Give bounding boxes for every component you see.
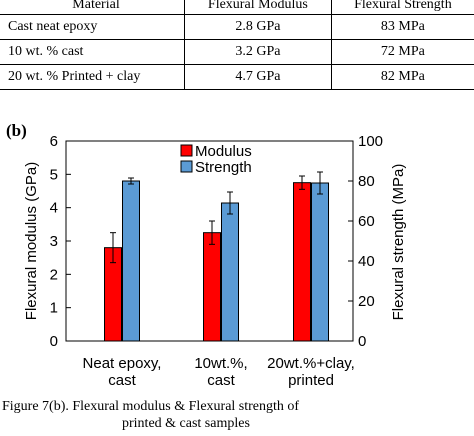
error-bar-modulus <box>299 175 305 190</box>
legend-swatch-modulus <box>180 144 193 157</box>
cell-strength: 82 MPa <box>330 64 474 90</box>
y-tick-label-left: 5 <box>50 166 58 183</box>
properties-table: Material Flexural Modulus Flexural Stren… <box>0 0 474 90</box>
cell-material: 10 wt. % cast <box>0 39 185 65</box>
table-row: 10 wt. % cast 3.2 GPa 72 MPa <box>0 39 474 65</box>
panel-label: (b) <box>6 121 27 140</box>
cell-modulus: 3.2 GPa <box>184 39 332 65</box>
header-material: Material <box>0 0 185 15</box>
bar-strength <box>122 180 140 342</box>
y-tick-label-left: 6 <box>50 133 58 150</box>
table-row: 20 wt. % Printed + clay 4.7 GPa 82 MPa <box>0 64 474 90</box>
legend-label-modulus: Modulus <box>195 143 252 160</box>
y-tick-label-right: 60 <box>358 213 375 230</box>
x-tick-label: 20wt.%+clay, <box>267 355 355 372</box>
bar-modulus <box>203 232 221 342</box>
legend-label-strength: Strength <box>195 159 252 176</box>
error-bar-modulus <box>209 220 215 245</box>
table-row: Cast neat epoxy 2.8 GPa 83 MPa <box>0 14 474 40</box>
cell-modulus: 4.7 GPa <box>184 64 332 90</box>
y-axis-label-right: Flexural strength (MPa) <box>390 164 407 321</box>
error-bar-strength <box>128 177 134 185</box>
y-tick-label-right: 20 <box>358 293 375 310</box>
x-tick-label: Neat epoxy, <box>83 355 162 372</box>
y-tick-label-left: 2 <box>50 266 58 283</box>
y-tick-label-right: 40 <box>358 253 375 270</box>
y-axis-label-left: Flexural modulus (GPa) <box>23 162 40 320</box>
bar-strength <box>311 182 329 342</box>
x-tick-label: printed <box>288 372 334 389</box>
cell-strength: 72 MPa <box>330 39 474 65</box>
cell-modulus: 2.8 GPa <box>184 14 332 40</box>
header-flexural-modulus: Flexural Modulus <box>184 0 332 15</box>
caption-line-2: printed & cast samples <box>122 416 250 431</box>
x-tick-label: cast <box>207 372 235 389</box>
cell-material: 20 wt. % Printed + clay <box>0 64 185 90</box>
x-tick-label: cast <box>108 372 136 389</box>
error-bar-modulus <box>110 232 116 264</box>
error-bar-strength <box>227 191 233 215</box>
bar-modulus <box>293 182 311 342</box>
y-tick-label-right: 0 <box>358 333 366 350</box>
cell-strength: 83 MPa <box>330 14 474 40</box>
x-tick-label: 10wt.%, <box>194 355 247 372</box>
y-tick-label-left: 3 <box>50 233 58 250</box>
cell-material: Cast neat epoxy <box>0 14 185 40</box>
error-bar-strength <box>317 171 323 195</box>
y-tick-label-left: 1 <box>50 300 58 317</box>
y-tick-label-left: 4 <box>50 200 58 217</box>
legend-swatch-strength <box>180 160 193 173</box>
y-tick-label-right: 80 <box>358 173 375 190</box>
table-header-row: Material Flexural Modulus Flexural Stren… <box>0 0 474 15</box>
bar-strength <box>221 202 239 342</box>
header-flexural-strength: Flexural Strength <box>330 0 474 15</box>
caption-line-1: Figure 7(b). Flexural modulus & Flexural… <box>2 399 300 414</box>
y-tick-label-left: 0 <box>50 333 58 350</box>
y-tick-label-right: 100 <box>358 133 383 150</box>
